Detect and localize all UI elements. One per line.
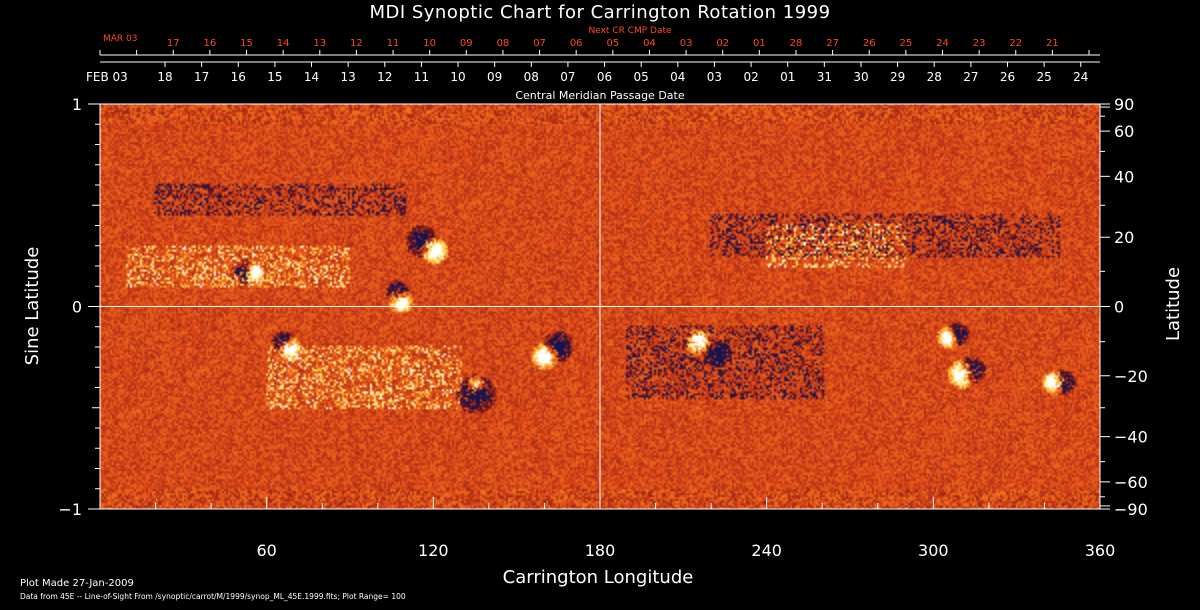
plot-overlay: 60 120 180 240 300 360 −1 0 1 90 60 40 20 0 −20 −40 −60 −…	[58, 95, 1147, 560]
next-axis-tick-label: 04	[643, 38, 656, 49]
next-axis-tick-label: 15	[240, 38, 253, 49]
cmp-axis-tick-label: 05	[634, 70, 649, 84]
lat-tick-label: 60	[1114, 122, 1134, 141]
lat-tick-label: −60	[1114, 473, 1148, 492]
next-axis-tick-label: 11	[387, 38, 400, 49]
y2-axis-label: Latitude	[1163, 267, 1184, 341]
cmp-axis-tick-label: 14	[304, 70, 319, 84]
next-axis-tick-label: 06	[570, 38, 583, 49]
next-cmp-start-label: MAR 03	[103, 34, 138, 44]
next-axis-tick-label: 23	[973, 38, 986, 49]
cmp-start-label: FEB 03	[86, 70, 128, 84]
next-axis-tick-label: 07	[533, 38, 546, 49]
x-tick-label: 300	[918, 541, 949, 560]
next-axis-tick-label: 17	[167, 38, 180, 49]
cmp-axis-tick-label: 27	[963, 70, 978, 84]
plot-made-text: Plot Made 27-Jan-2009	[20, 578, 134, 589]
cmp-axis-tick-label: 24	[1073, 70, 1088, 84]
next-axis-tick-label: 22	[1009, 38, 1022, 49]
next-cmp-label: Next CR CMP Date	[588, 26, 672, 36]
cmp-axis-tick-label: 30	[853, 70, 868, 84]
next-cmp-axis: 17 16 15 14 13 12 11 10 09 08 07 06 05 04 03 02 01 28 27 26…	[99, 38, 1100, 56]
next-axis-tick-label: 09	[460, 38, 473, 49]
next-axis-tick-label: 16	[204, 38, 217, 49]
cmp-axis-tick-label: 26	[1000, 70, 1015, 84]
cmp-axis-tick-label: 29	[890, 70, 905, 84]
lat-tick-label: 0	[1114, 298, 1124, 317]
y-tick-label: 1	[72, 95, 82, 114]
cmp-axis-tick-label: 04	[670, 70, 685, 84]
x-tick-label: 120	[418, 541, 449, 560]
lat-tick-label: −40	[1114, 428, 1148, 447]
cmp-axis-tick-label: 03	[707, 70, 722, 84]
lat-tick-label: 90	[1114, 95, 1134, 114]
next-axis-tick-label: 21	[1046, 38, 1059, 49]
x-tick-label: 360	[1085, 541, 1116, 560]
next-axis-tick-label: 02	[716, 38, 729, 49]
x-axis-label: Carrington Longitude	[503, 567, 694, 588]
x-tick-label: 240	[751, 541, 782, 560]
next-axis-tick-label: 28	[790, 38, 803, 49]
chart-title: MDI Synoptic Chart for Carrington Rotati…	[369, 2, 830, 23]
next-axis-tick-label: 14	[277, 38, 290, 49]
lat-tick-label: −90	[1114, 500, 1148, 519]
y-tick-label: 0	[72, 298, 82, 317]
x-tick-label: 60	[256, 541, 276, 560]
cmp-axis-tick-label: 02	[743, 70, 758, 84]
cmp-axis-tick-label: 06	[597, 70, 612, 84]
next-axis-tick-label: 27	[826, 38, 839, 49]
cmp-axis-tick-label: 09	[487, 70, 502, 84]
cmp-axis-tick-label: 13	[341, 70, 356, 84]
next-axis-tick-label: 05	[606, 38, 619, 49]
cmp-axis-tick-label: 31	[817, 70, 832, 84]
cmp-axis-tick-label: 18	[157, 70, 172, 84]
cmp-axis-tick-label: 12	[377, 70, 392, 84]
cmp-axis-tick-label: 15	[267, 70, 282, 84]
next-axis-tick-label: 03	[680, 38, 693, 49]
x-tick-label: 180	[585, 541, 616, 560]
next-axis-tick-label: 01	[753, 38, 766, 49]
y-tick-label: −1	[58, 500, 82, 519]
cmp-axis-tick-label: 25	[1036, 70, 1051, 84]
y-axis-label: Sine Latitude	[22, 247, 43, 366]
next-axis-tick-label: 10	[423, 38, 436, 49]
cmp-axis-tick-label: 11	[414, 70, 429, 84]
lat-tick-label: 40	[1114, 167, 1134, 186]
cmp-axis-tick-label: 08	[524, 70, 539, 84]
cmp-axis-tick-label: 07	[560, 70, 575, 84]
next-axis-tick-label: 13	[313, 38, 326, 49]
next-axis-tick-label: 26	[863, 38, 876, 49]
data-source-text: Data from 45E -- Line-of-Sight From /syn…	[20, 592, 406, 601]
cmp-axis-tick-label: 28	[927, 70, 942, 84]
cmp-axis-label: Central Meridian Passage Date	[515, 89, 684, 102]
cmp-axis-tick-label: 10	[450, 70, 465, 84]
cmp-axis-tick-label: 17	[194, 70, 209, 84]
next-axis-tick-label: 24	[936, 38, 949, 49]
cmp-axis-tick-label: 01	[780, 70, 795, 84]
cmp-axis: 18 17 16 15 14 13 12 11 10 09 08 07 06 05 04 03 02 01 31 30…	[100, 61, 1100, 84]
cmp-axis-tick-label: 16	[231, 70, 246, 84]
next-axis-tick-label: 12	[350, 38, 363, 49]
lat-tick-label: 20	[1114, 228, 1134, 247]
lat-tick-label: −20	[1114, 367, 1148, 386]
next-axis-tick-label: 25	[899, 38, 912, 49]
next-axis-tick-label: 08	[497, 38, 510, 49]
